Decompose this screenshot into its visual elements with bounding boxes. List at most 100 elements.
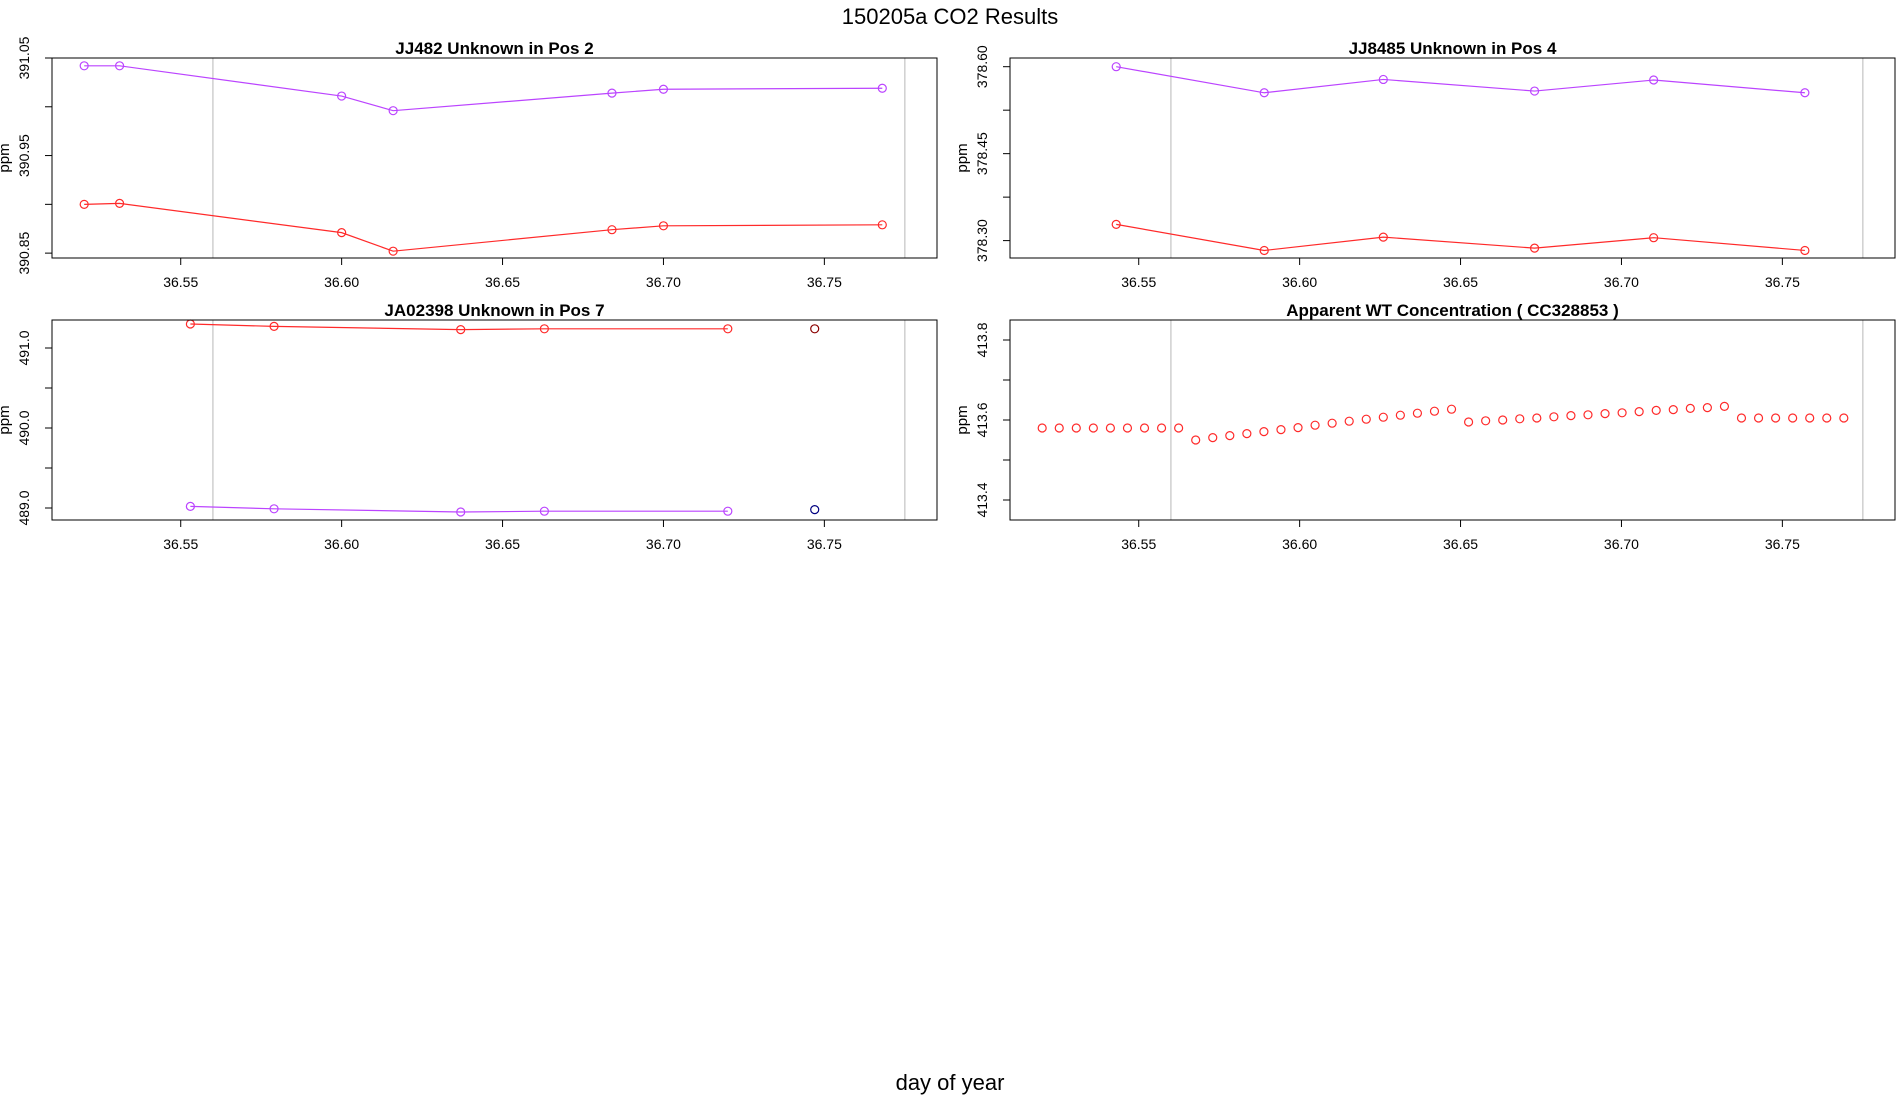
- data-point: [1788, 413, 1798, 423]
- data-point: [1174, 423, 1184, 433]
- data-point: [1378, 412, 1388, 422]
- data-point: [877, 220, 887, 230]
- series-line-upper: [190, 323, 728, 331]
- data-point: [1122, 423, 1133, 433]
- data-point: [658, 84, 669, 94]
- data-point: [185, 501, 195, 511]
- data-point: [1822, 413, 1832, 423]
- y-tick-label: 378.30: [974, 219, 990, 262]
- y-tick-label: 390.95: [16, 134, 32, 177]
- data-point: [456, 507, 466, 517]
- data-point: [1651, 405, 1661, 415]
- data-point: [1105, 423, 1116, 433]
- data-point: [877, 83, 887, 93]
- data-point: [1583, 410, 1593, 420]
- data-point: [810, 324, 820, 334]
- x-tick-label: 36.55: [163, 536, 198, 552]
- data-point: [1361, 414, 1371, 424]
- data-point: [1139, 423, 1150, 433]
- series-line-upper: [84, 65, 883, 112]
- y-tick-label: 390.85: [16, 232, 32, 275]
- data-point: [114, 61, 125, 71]
- panel-title: JA02398 Unknown in Pos 7: [384, 301, 604, 320]
- figure-title: 150205a CO2 Results: [841, 4, 1059, 29]
- data-point: [1191, 435, 1201, 445]
- data-point: [1111, 62, 1121, 72]
- x-tick-label: 36.60: [324, 274, 359, 290]
- x-tick-label: 36.75: [807, 536, 842, 552]
- data-point: [1498, 415, 1508, 425]
- data-point: [723, 506, 733, 516]
- data-point: [79, 61, 89, 71]
- data-point: [79, 199, 89, 209]
- chart-panel-4: Apparent WT Concentration ( CC328853 ) pp…: [954, 301, 1896, 552]
- series-line-lower: [190, 505, 728, 513]
- data-point: [810, 505, 820, 515]
- data-point: [1649, 233, 1659, 243]
- x-tick-label: 36.65: [485, 536, 520, 552]
- data-point: [456, 325, 466, 335]
- x-tick-label: 36.75: [1765, 536, 1800, 552]
- data-point: [1293, 423, 1303, 433]
- data-point: [539, 324, 549, 334]
- data-point: [1668, 405, 1678, 415]
- x-tick-label: 36.55: [1121, 536, 1156, 552]
- panel-title: JJ482 Unknown in Pos 2: [395, 39, 593, 58]
- data-point: [607, 88, 617, 98]
- data-point: [1702, 403, 1712, 413]
- data-point: [337, 91, 347, 101]
- data-point: [1736, 413, 1747, 423]
- x-tick-label: 36.75: [1765, 274, 1800, 290]
- y-axis-label: ppm: [0, 405, 13, 434]
- data-point: [1395, 410, 1405, 420]
- data-point: [1649, 75, 1659, 85]
- data-point: [539, 506, 549, 516]
- x-tick-label: 36.70: [1604, 274, 1639, 290]
- data-point: [1549, 412, 1559, 422]
- data-point: [1378, 74, 1388, 85]
- data-point: [1685, 403, 1695, 413]
- x-tick-label: 36.60: [1282, 536, 1317, 552]
- data-point: [1225, 431, 1235, 441]
- y-tick-label: 413.4: [974, 482, 990, 517]
- data-point: [1617, 408, 1627, 418]
- figure-x-axis-label: day of year: [895, 1070, 1005, 1095]
- chart-panel-1: JJ482 Unknown in Pos 2 ppm 36.55 36.60 36.65…: [0, 36, 938, 290]
- y-tick-label: 413.6: [974, 402, 990, 437]
- data-point: [1446, 404, 1457, 414]
- x-tick-label: 36.65: [485, 274, 520, 290]
- data-point: [1259, 245, 1269, 256]
- panel-title: JJ8485 Unknown in Pos 4: [1349, 39, 1557, 58]
- x-tick-label: 36.65: [1443, 274, 1478, 290]
- data-point: [1378, 232, 1388, 242]
- data-point: [1071, 423, 1081, 433]
- data-point: [1481, 416, 1491, 426]
- y-axis-label: ppm: [954, 405, 971, 434]
- series-line-lower: [84, 202, 883, 252]
- data-point: [1529, 243, 1540, 253]
- data-point: [1800, 245, 1810, 256]
- data-point: [1529, 86, 1540, 96]
- data-point: [1600, 409, 1610, 419]
- data-point: [1259, 88, 1269, 98]
- panel-title: Apparent WT Concentration ( CC328853 ): [1286, 301, 1619, 320]
- x-tick-label: 36.70: [1604, 536, 1639, 552]
- x-tick-label: 36.65: [1443, 536, 1478, 552]
- y-tick-label: 378.60: [974, 45, 990, 88]
- data-point: [1310, 420, 1320, 430]
- y-tick-label: 490.0: [16, 410, 32, 445]
- y-tick-label: 413.8: [974, 322, 990, 357]
- plot-frame: [1009, 319, 1896, 521]
- data-point: [1753, 413, 1764, 423]
- data-point: [1344, 416, 1354, 426]
- y-axis-label: ppm: [954, 143, 971, 172]
- data-point: [1259, 427, 1269, 437]
- data-point: [723, 324, 733, 334]
- plot-frame: [1009, 57, 1896, 259]
- data-point: [1805, 413, 1815, 423]
- y-tick-label: 491.0: [16, 330, 32, 365]
- data-point: [1634, 407, 1644, 417]
- data-point: [1412, 408, 1423, 418]
- data-point: [1156, 423, 1167, 433]
- data-point: [1771, 413, 1781, 423]
